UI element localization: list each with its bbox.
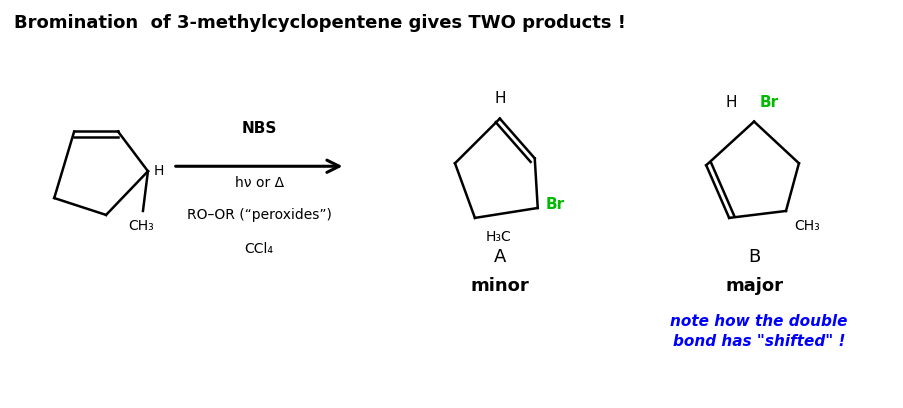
Text: hν or Δ: hν or Δ	[234, 176, 284, 190]
Text: A: A	[493, 248, 506, 266]
Text: note how the double
bond has "shifted" !: note how the double bond has "shifted" !	[669, 314, 847, 349]
Text: CH₃: CH₃	[128, 219, 154, 233]
Text: H: H	[494, 91, 505, 106]
Text: Bromination  of 3-methylcyclopentene gives TWO products !: Bromination of 3-methylcyclopentene give…	[14, 14, 626, 32]
Text: minor: minor	[470, 277, 528, 295]
Text: CH₃: CH₃	[793, 219, 819, 233]
Text: H: H	[725, 95, 736, 110]
Text: Br: Br	[759, 95, 778, 110]
Text: RO–OR (“peroxides”): RO–OR (“peroxides”)	[186, 208, 331, 222]
Text: CCl₄: CCl₄	[245, 242, 274, 256]
Text: H: H	[154, 164, 164, 178]
Text: H₃C: H₃C	[485, 230, 511, 244]
Text: Br: Br	[545, 197, 564, 211]
Text: major: major	[724, 277, 782, 295]
Text: NBS: NBS	[241, 122, 276, 136]
Text: B: B	[747, 248, 759, 266]
